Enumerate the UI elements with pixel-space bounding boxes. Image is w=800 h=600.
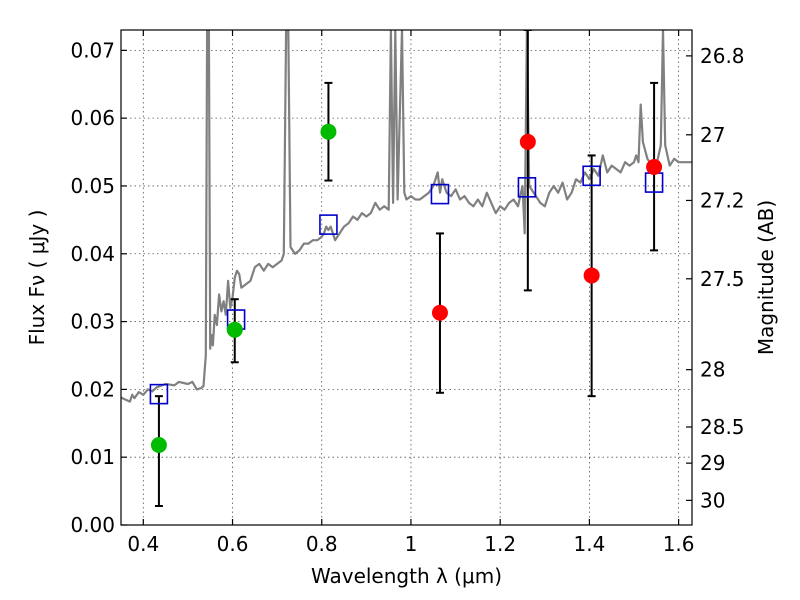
y-tick-label: 0.00 [70,513,115,537]
y2-tick-label: 26.8 [700,44,745,68]
photometry-dot [431,304,448,321]
photometry-dot [320,123,337,140]
model-squares [149,165,664,405]
y2-tick-label: 28.5 [700,415,745,439]
error-bars [154,30,659,508]
x-axis-label: Wavelength λ (μm) [311,564,502,588]
model-square-point [430,183,450,205]
photometry-dot [519,133,536,150]
x-tick-label: 0.6 [217,532,249,556]
spectrum-line [121,30,692,403]
y2-tick-label: 30 [700,488,725,512]
y2-tick-label: 28 [700,358,725,382]
y-tick-label: 0.01 [70,445,115,469]
x-tick-label: 1 [405,532,418,556]
y2-tick-label: 27.2 [700,188,745,212]
x-tick-label: 0.4 [127,532,159,556]
y-tick-label: 0.06 [70,106,115,130]
y-tick-label: 0.02 [70,377,115,401]
photometry-dot [226,321,243,338]
photometry-points [150,123,663,453]
photometry-dot [583,267,600,284]
photometry-dot [150,436,167,453]
model-square-point [319,214,338,235]
y2-tick-label: 29 [700,451,725,475]
model-square-point [517,177,537,198]
model-square-point [582,165,601,187]
y2-axis-label: Magnitude (AB) [754,200,778,355]
y-tick-label: 0.07 [70,38,115,62]
y2-tick-label: 27 [700,123,725,147]
x-tick-label: 0.8 [306,532,338,556]
x-tick-label: 1.2 [484,532,516,556]
y-tick-label: 0.03 [70,310,115,334]
spectrum-series [121,30,692,403]
y-tick-label: 0.05 [70,174,115,198]
x-tick-label: 1.6 [663,532,695,556]
model-square-point [149,383,169,405]
axis-ticks: 0.4 0.6 0.8 1 1.2 1.4 1.6 0.00 0.01 0.02 0.03 0.04 0… [70,30,745,556]
y2-tick-label: 27.5 [700,267,745,291]
photometry-dot [646,158,663,175]
plot-frame [120,29,693,526]
x-tick-label: 1.4 [573,532,605,556]
y-tick-label: 0.04 [70,242,115,266]
y-axis-label: Flux Fν ( μJy ) [25,210,49,346]
